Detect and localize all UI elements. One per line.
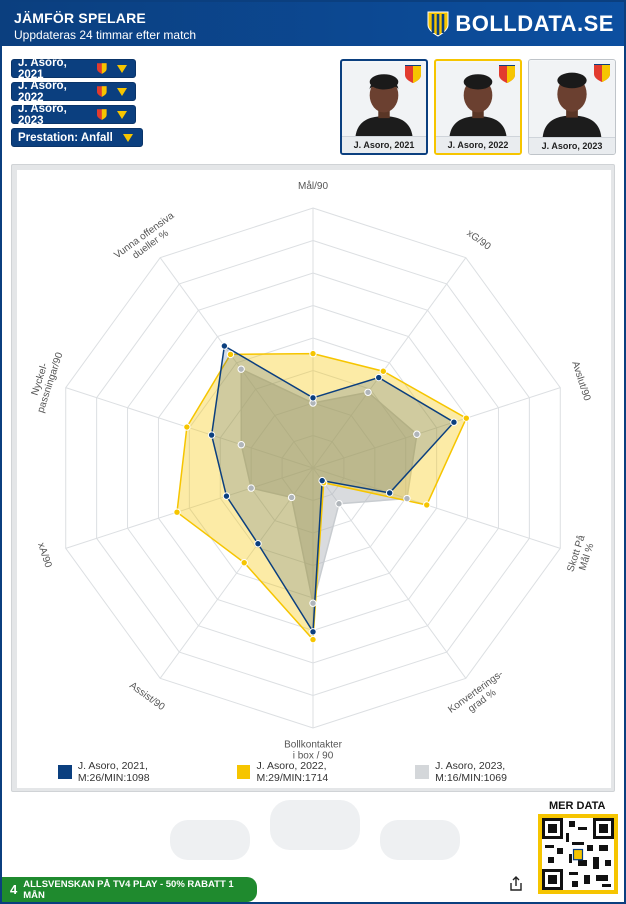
player-select-label: J. Asoro, 2023 [18,102,67,127]
axis-label: xG/90 [464,228,492,253]
grid-spoke [312,387,561,469]
club-badge-icon [499,65,515,83]
chevron-down-icon [117,110,127,119]
data-point-3 [287,493,296,502]
data-point-1 [309,394,317,402]
data-point-2 [183,423,191,431]
data-point-1 [309,628,317,636]
club-badge-icon [97,86,107,97]
legend-label: J. Asoro, 2023, M:16/MIN:1069 [435,760,507,784]
player-card-2[interactable]: J. Asoro, 2022 [434,59,522,155]
club-badge-icon [594,64,610,82]
data-point-1 [318,476,326,485]
club-badge-icon [405,65,421,83]
legend-item-3[interactable]: J. Asoro, 2023, M:16/MIN:1069 [415,760,578,784]
legend-label: J. Asoro, 2021, M:26/MIN:1098 [77,760,150,784]
header-bar: JÄMFÖR SPELARE Uppdateras 24 timmar efte… [2,2,624,46]
legend-item-2[interactable]: J. Asoro, 2022, M:29/MIN:1714 [236,760,400,784]
data-point-3 [413,430,421,438]
grid-spoke [159,257,314,469]
player-card-1[interactable]: J. Asoro, 2021 [340,59,428,155]
data-point-2 [240,558,248,567]
bolldata-shield-icon [427,11,449,37]
data-point-3 [237,365,245,373]
grid-spoke [65,467,314,549]
data-point-1 [222,492,231,500]
player-selectors: J. Asoro, 2021 J. Asoro, 2022 J. Asoro, … [11,56,143,151]
more-data-label: MER DATA [549,800,606,812]
axis-label: Vunna offensivadueller % [112,210,183,270]
data-point-1 [220,342,229,350]
grid-spoke [312,467,561,549]
page-subtitle: Uppdateras 24 timmar efter match [14,28,197,42]
player-cards: J. Asoro, 2021 J. Asoro, 2022 J. Asoro, … [340,59,616,155]
chevron-down-icon [117,87,127,96]
axis-label: Avslut/90 [569,360,592,403]
player-select-1[interactable]: J. Asoro, 2021 [11,56,136,81]
brand-logo[interactable]: BOLLDATA.SE [427,11,614,37]
data-point-2 [309,349,317,358]
radar-chart: Mål/90 xG/90 Avslut/90 Skott PåMål % Konvert… [25,180,598,762]
data-point-1 [385,489,394,497]
brand-name: BOLLDATA.SE [455,11,614,36]
data-point-2 [309,635,317,644]
club-badge-icon [97,109,107,120]
axis-label: Assist/90 [127,680,167,713]
player-select-label: J. Asoro, 2022 [18,79,67,104]
player-card-caption: J. Asoro, 2021 [342,136,426,153]
player-card-caption: J. Asoro, 2022 [436,136,520,153]
axis-label: Skott PåMål % [564,533,598,576]
performance-select[interactable]: Prestation: Anfall [11,128,143,147]
data-point-2 [379,367,387,375]
tv4-logo: 4 [10,882,18,897]
data-point-2 [226,350,235,359]
legend-swatch [236,765,251,779]
legend-item-1[interactable]: J. Asoro, 2021, M:26/MIN:1098 [58,760,221,784]
data-point-3 [309,599,317,607]
player-select-3[interactable]: J. Asoro, 2023 [11,102,136,127]
promo-text: ALLSVENSKAN PÅ TV4 PLAY - 50% RABATT 1 M… [23,878,234,901]
axis-label: xA/90 [35,541,53,569]
chart-legend: J. Asoro, 2021, M:26/MIN:1098 J. Asoro, … [58,760,578,784]
player-card-caption: J. Asoro, 2023 [529,137,615,154]
data-point-3 [247,484,255,492]
data-point-1 [450,418,458,426]
data-point-2 [423,501,431,509]
legend-label: J. Asoro, 2022, M:29/MIN:1714 [256,760,329,784]
radar-chart-panel: Mål/90 xG/90 Avslut/90 Skott PåMål % Konvert… [11,164,615,792]
club-badge-icon [97,63,107,74]
player-select-2[interactable]: J. Asoro, 2022 [11,79,136,104]
data-point-1 [375,373,383,382]
data-point-1 [207,431,216,439]
data-point-2 [173,508,181,516]
legend-swatch [58,765,72,779]
chevron-down-icon [122,133,133,142]
data-point-3 [403,494,411,503]
data-point-3 [335,500,343,508]
background-pattern [170,800,460,860]
data-point-1 [254,540,262,548]
axis-label: Nyckel-passningar/90 [25,347,65,414]
grid-spoke [159,467,314,679]
axis-label: Mål/90 [298,180,328,192]
legend-swatch [415,765,430,779]
player-select-label: J. Asoro, 2021 [18,56,67,81]
axis-label: Bollkontakter i box / 90 [284,740,342,762]
share-icon[interactable] [508,876,524,892]
page-title: JÄMFÖR SPELARE [14,10,146,26]
chevron-down-icon [117,64,127,73]
data-point-2 [462,414,471,422]
grid-spoke [312,257,467,469]
performance-select-label: Prestation: Anfall [18,131,113,144]
data-point-3 [237,441,245,449]
data-point-3 [364,388,372,396]
radar-chart-area: Mål/90 xG/90 Avslut/90 Skott PåMål % Konvert… [17,170,611,788]
player-photo [436,62,520,138]
player-card-3[interactable]: J. Asoro, 2023 [528,59,616,155]
promo-banner[interactable]: 4 ALLSVENSKAN PÅ TV4 PLAY - 50% RABATT 1… [2,877,257,902]
qr-code[interactable] [538,814,618,894]
axis-label: Konverterings-grad % [446,669,512,725]
qr-code-icon [542,818,614,890]
